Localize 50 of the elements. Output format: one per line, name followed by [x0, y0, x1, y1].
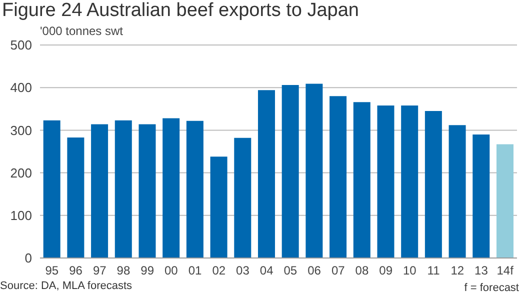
x-tick-label: 98: [116, 264, 130, 278]
bar: [43, 120, 60, 258]
x-tick-label: 09: [379, 264, 393, 278]
bar: [448, 125, 466, 258]
y-tick-label: 100: [10, 208, 32, 224]
x-tick-label: 00: [164, 264, 178, 278]
x-tick-label: 99: [140, 264, 154, 278]
bar: [114, 120, 132, 258]
x-tick-label: 14f: [496, 264, 514, 278]
x-tick-label: 10: [402, 264, 417, 278]
y-tick-label: 500: [10, 38, 32, 53]
y-tick-label: 0: [24, 250, 32, 266]
bar: [377, 105, 394, 258]
bar: [91, 124, 108, 258]
x-tick-label: 02: [212, 264, 226, 278]
x-tick-label: 08: [355, 264, 369, 278]
bar: [258, 90, 275, 258]
bar: [424, 111, 442, 258]
bar: [162, 118, 180, 258]
bar: [496, 144, 514, 258]
bar: [234, 138, 252, 258]
bar: [67, 137, 84, 258]
y-tick-label: 200: [10, 165, 32, 180]
y-axis-title: '000 tonnes swt: [40, 24, 124, 38]
x-tick-label: 04: [260, 264, 274, 278]
bar: [330, 96, 347, 258]
bar: [138, 124, 156, 258]
bar: [210, 156, 228, 258]
x-tick-label: 12: [450, 264, 464, 278]
x-tick-label: 97: [92, 264, 107, 278]
source-note: Source: DA, MLA forecasts: [0, 280, 132, 292]
chart-title: Figure 24 Australian beef exports to Japan: [2, 0, 360, 22]
x-tick-label: 07: [331, 264, 346, 278]
bar: [282, 85, 299, 258]
bar: [306, 84, 323, 258]
x-tick-label: 03: [236, 264, 250, 278]
y-tick-label: 300: [10, 122, 32, 138]
x-tick-label: 11: [427, 264, 440, 278]
y-tick-label: 400: [10, 80, 32, 96]
x-tick-label: 05: [284, 264, 298, 278]
bar: [401, 105, 418, 258]
bar: [472, 134, 490, 258]
bar: [353, 102, 370, 258]
x-tick-label: 95: [45, 264, 59, 278]
x-tick-label: 13: [474, 264, 488, 278]
text: f = forecast: [464, 282, 519, 294]
bar: [186, 120, 204, 258]
x-tick-label: 06: [308, 264, 322, 278]
x-tick-label: 01: [188, 264, 202, 278]
x-tick-label: 96: [69, 264, 83, 278]
